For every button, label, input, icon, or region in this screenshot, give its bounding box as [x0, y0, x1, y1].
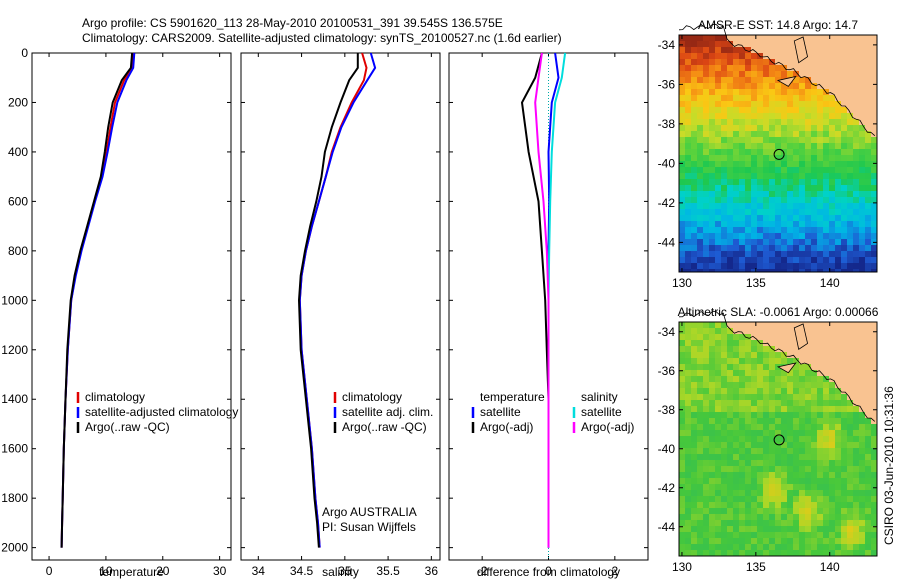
y-tick-label: 2000: [1, 541, 28, 555]
x-tick-label: 140: [820, 276, 840, 290]
salinity-profile-panel: 34 34.5 35 35.5 36 salinity climatologysatelli…: [240, 52, 441, 579]
coastline: [678, 311, 876, 422]
temperature-profile-panel: 0 10 20 30 0 200 400 600 800 1000 1200 1400 1600 1800…: [1, 46, 238, 579]
x-tick-label: -2: [477, 564, 488, 578]
legend-entry: satellite: [480, 405, 521, 419]
argo-location-marker: [773, 148, 785, 160]
y-tick-label: -44: [658, 520, 676, 534]
y-tick-label: -36: [658, 364, 676, 378]
coastline: [678, 23, 876, 137]
x-axis-label: temperature: [99, 565, 164, 579]
y-tick-label: 600: [8, 194, 28, 208]
legend-entry: climatology: [85, 390, 145, 404]
gulf-shape: [793, 323, 809, 350]
legend-entry: Argo(-adj): [480, 420, 533, 434]
map-frame: [678, 34, 878, 273]
island-shape: [776, 75, 797, 87]
y-tick-label: 1400: [1, 392, 28, 406]
x-tick-label: 34.5: [290, 564, 314, 578]
x-tick-label: 135: [746, 560, 766, 574]
legend-entry: satellite adj. clim.: [342, 405, 433, 419]
y-tick-label: -40: [658, 442, 676, 456]
x-axis-label: difference from climatology: [477, 565, 620, 579]
sst-map-panel: AMSR-E SST: 14.8 Argo: 14.7 -34 -36 -38 -40 -…: [658, 18, 878, 290]
x-tick-label: 20: [156, 564, 170, 578]
map-frame: [678, 321, 878, 557]
argo-location-marker: [773, 434, 785, 446]
y-tick-label: 1000: [1, 293, 28, 307]
legend-entry: temperature: [480, 390, 545, 404]
x-tick-label: 34: [252, 564, 266, 578]
map-title: AMSR-E SST: 14.8 Argo: 14.7: [698, 18, 858, 32]
y-tick-label: 200: [8, 95, 28, 109]
legend-entry: salinity: [581, 390, 618, 404]
pi-label: PI: Susan Wijffels: [322, 520, 416, 534]
x-tick-label: 135: [746, 276, 766, 290]
plot-frame: [240, 52, 441, 561]
series-line-argo_adj: [534, 52, 550, 548]
legend-entry: Argo(..raw -QC): [342, 420, 427, 434]
y-tick-label: -38: [658, 403, 676, 417]
y-tick-label: 1600: [1, 442, 28, 456]
x-axis-label: salinity: [322, 565, 359, 579]
y-tick-label: 1800: [1, 491, 28, 505]
y-tick-label: -40: [658, 156, 676, 170]
y-tick-label: 1200: [1, 343, 28, 357]
legend-entry: Argo(..raw -QC): [85, 420, 170, 434]
x-tick-label: 30: [213, 564, 227, 578]
x-tick-label: 0: [46, 564, 53, 578]
x-tick-label: 140: [820, 560, 840, 574]
x-tick-label: 10: [99, 564, 113, 578]
y-tick-label: 0: [21, 46, 28, 60]
figure-title-line2: Climatology: CARS2009. Satellite-adjuste…: [82, 31, 562, 45]
legend-entry: satellite: [581, 405, 622, 419]
y-tick-label: -36: [658, 77, 676, 91]
plot-frame: [31, 52, 232, 561]
legend-entry: satellite-adjusted climatology: [85, 405, 238, 419]
x-tick-label: 130: [672, 560, 692, 574]
y-tick-label: -34: [658, 325, 676, 339]
x-tick-label: 36: [425, 564, 439, 578]
legend-entry: Argo(-adj): [581, 420, 634, 434]
series-line-argo: [60, 52, 134, 548]
x-tick-label: 35.5: [376, 564, 400, 578]
series-line-argo: [297, 53, 359, 548]
gulf-shape: [793, 36, 809, 64]
sla-map-panel: Altimetric SLA: -0.0061 Argo: 0.00066-34…: [658, 305, 879, 574]
legend-entry: climatology: [342, 390, 402, 404]
x-tick-label: 35: [338, 564, 352, 578]
y-tick-label: -34: [658, 38, 676, 52]
map-title: Altimetric SLA: -0.0061 Argo: 0.00066: [678, 305, 879, 319]
y-tick-label: 400: [8, 145, 28, 159]
figure-title-line1: Argo profile: CS 5901620_113 28-May-2010…: [82, 16, 503, 30]
y-tick-label: -44: [658, 235, 676, 249]
y-tick-label: 800: [8, 244, 28, 258]
x-tick-label: 130: [672, 276, 692, 290]
y-tick-label: -42: [658, 196, 676, 210]
credit-label: Argo AUSTRALIA: [322, 505, 417, 519]
x-tick-label: 2: [611, 564, 618, 578]
y-tick-label: -42: [658, 481, 676, 495]
x-tick-label: 0: [545, 564, 552, 578]
timestamp-stamp: CSIRO 03-Jun-2010 10:31:36: [882, 386, 896, 545]
map-pixel-grid: [679, 35, 878, 273]
island-shape: [776, 362, 797, 374]
map-pixel-grid: [679, 322, 878, 557]
y-tick-label: -38: [658, 117, 676, 131]
